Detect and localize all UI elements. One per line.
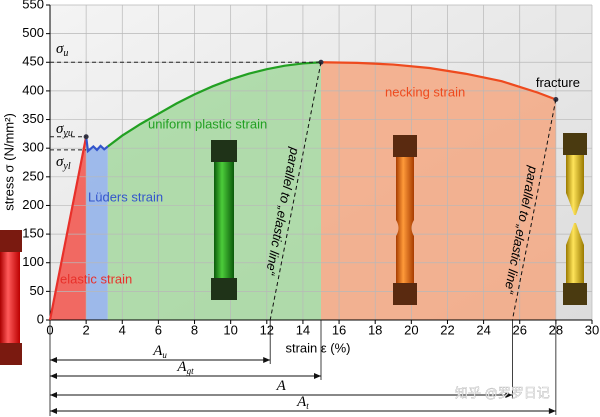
symbol: σ [56, 154, 64, 170]
dimension-label: Agt [176, 359, 194, 376]
y-tick-label: 100 [22, 254, 44, 269]
x-tick-label: 20 [404, 322, 418, 337]
symbol: A [296, 394, 307, 410]
y-tick-label: 550 [22, 0, 44, 11]
y-tick-label: 350 [22, 111, 44, 126]
specimen-grip [211, 278, 237, 300]
y-tick-label: 400 [22, 82, 44, 97]
y-tick-label: 50 [30, 283, 44, 298]
subscript: t [306, 401, 309, 411]
y-tick-label: 200 [22, 197, 44, 212]
dimension-label: At [296, 394, 309, 411]
curve [48, 136, 88, 321]
subscript: yu [62, 128, 72, 139]
y-tick-label: 250 [22, 168, 44, 183]
y-tick-label: 0 [37, 311, 44, 326]
x-tick-label: 0 [46, 322, 53, 337]
symbol: A [176, 359, 187, 375]
specimen-elastic [0, 230, 20, 365]
symbol: A [276, 378, 287, 394]
x-axis-label: strain ε (%) [285, 340, 350, 355]
x-tick-label: 16 [332, 322, 346, 337]
x-tick-label: 2 [83, 322, 90, 337]
region-label: necking strain [385, 84, 465, 99]
watermark: 知乎 @罗罗日记 [455, 385, 550, 400]
y-tick-label: 450 [22, 54, 44, 69]
y-tick-label: 300 [22, 140, 44, 155]
specimen-fractured [566, 133, 584, 305]
symbol: σ [56, 41, 64, 57]
stress-symbol: σyl [56, 154, 71, 172]
specimen-uniform [214, 140, 234, 300]
x-tick-label: 12 [260, 322, 274, 337]
x-tick-label: 26 [512, 322, 526, 337]
x-tick-label: 6 [155, 322, 162, 337]
stress-symbol: σu [56, 41, 68, 59]
specimen-necking [396, 135, 414, 305]
fracture-label: fracture [536, 75, 580, 90]
x-tick-label: 30 [585, 322, 599, 337]
parallel-line [511, 99, 557, 321]
region-label: Lüders strain [88, 189, 163, 204]
x-tick-label: 28 [549, 322, 563, 337]
strain-region [86, 136, 108, 320]
symbol: A [152, 343, 163, 359]
y-axis-label: stress σ (N/mm²) [1, 113, 16, 211]
specimen-grip [0, 230, 22, 252]
curve [107, 61, 322, 148]
dimension-label: Au [152, 343, 167, 360]
x-tick-label: 10 [223, 322, 237, 337]
subscript: gt [187, 366, 195, 376]
specimens [0, 133, 587, 365]
parallel-line [269, 62, 322, 321]
dimension-label: A [276, 378, 287, 394]
specimen-grip [563, 283, 587, 305]
stress-symbol: σyu [56, 121, 73, 139]
strain-region [321, 62, 556, 320]
x-tick-label: 4 [119, 322, 126, 337]
x-tick-label: 8 [191, 322, 198, 337]
specimen-grip [211, 140, 237, 162]
y-tick-label: 150 [22, 226, 44, 241]
curve [85, 136, 109, 154]
symbol: σ [56, 121, 64, 137]
subscript: u [162, 350, 167, 360]
x-tick-label: 18 [368, 322, 382, 337]
x-tick-label: 14 [296, 322, 310, 337]
subscript: yl [62, 161, 70, 172]
specimen-grip [0, 343, 22, 365]
specimen-grip [393, 135, 417, 157]
region-label: uniform plastic strain [148, 116, 267, 131]
specimen-grip [563, 133, 587, 155]
x-tick-label: 24 [476, 322, 490, 337]
region-label: elastic strain [60, 271, 132, 286]
x-tick-label: 22 [440, 322, 454, 337]
specimen-grip [393, 283, 417, 305]
y-tick-label: 500 [22, 25, 44, 40]
subscript: u [63, 48, 68, 59]
curve [320, 61, 557, 101]
